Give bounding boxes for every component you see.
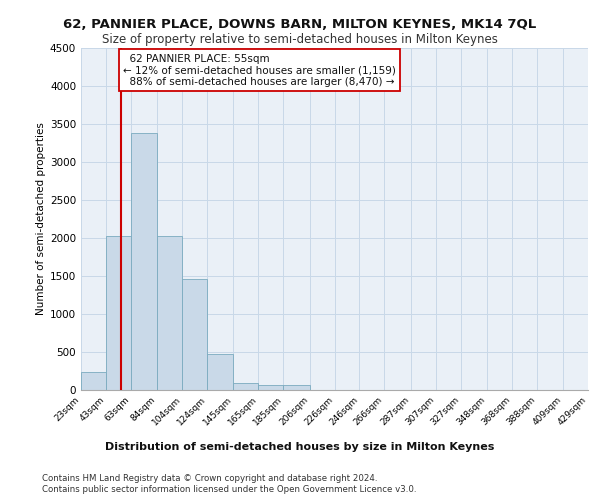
Bar [207,354,233,390]
Text: Distribution of semi-detached houses by size in Milton Keynes: Distribution of semi-detached houses by … [106,442,494,452]
Bar [131,132,157,390]
Bar [182,279,207,390]
Y-axis label: Number of semi-detached properties: Number of semi-detached properties [36,122,46,315]
Bar [81,372,106,390]
Text: Size of property relative to semi-detached houses in Milton Keynes: Size of property relative to semi-detach… [102,32,498,46]
Text: Contains HM Land Registry data © Crown copyright and database right 2024.: Contains HM Land Registry data © Crown c… [42,474,377,483]
Text: 62 PANNIER PLACE: 55sqm
← 12% of semi-detached houses are smaller (1,159)
  88% : 62 PANNIER PLACE: 55sqm ← 12% of semi-de… [124,54,397,87]
Bar [283,386,310,390]
Bar [106,236,131,390]
Bar [233,383,259,390]
Bar [259,386,283,390]
Bar [157,236,182,390]
Text: 62, PANNIER PLACE, DOWNS BARN, MILTON KEYNES, MK14 7QL: 62, PANNIER PLACE, DOWNS BARN, MILTON KE… [64,18,536,30]
Text: Contains public sector information licensed under the Open Government Licence v3: Contains public sector information licen… [42,485,416,494]
